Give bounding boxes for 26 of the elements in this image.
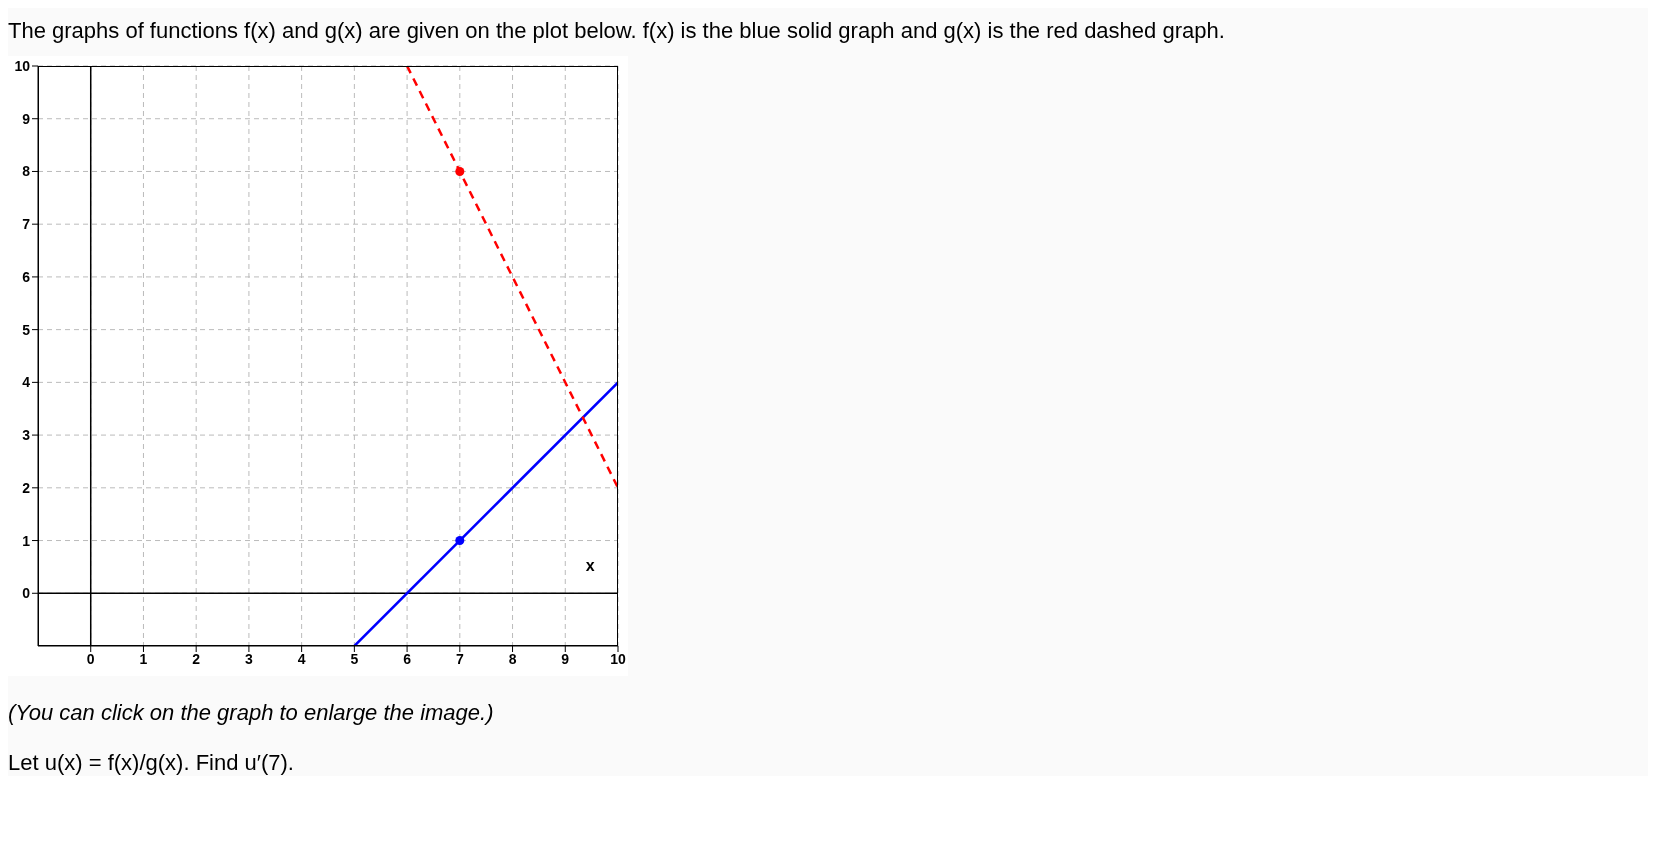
y-tick-label: 7 [22, 216, 31, 233]
y-tick-label: 8 [22, 163, 31, 180]
x-tick-label: 7 [455, 650, 464, 667]
x-tick-label: 4 [297, 650, 306, 667]
x-axis-title: x [585, 556, 595, 575]
y-tick-label: 5 [22, 321, 31, 338]
y-tick-label: 0 [22, 585, 31, 602]
y-tick-label: 3 [22, 427, 31, 444]
x-tick-label: 9 [561, 650, 570, 667]
x-tick-label: 8 [508, 650, 517, 667]
chart-title: The graphs of functions f(x) and g(x) are given on the plot below. f(x) is the blue solid graph and g(x) is the red dashed graph. [8, 18, 1226, 44]
y-tick-label: 1 [22, 532, 31, 549]
y-tick-label: 9 [22, 110, 31, 127]
text: Let u(x) = f(x)/g(x). Find u′(7). [8, 750, 295, 776]
text: (You can click on the graph to enlarge the image.) [8, 700, 495, 726]
x-tick-label: 2 [192, 650, 201, 667]
x-tick-label: 10 [610, 650, 626, 667]
x-tick-label: 0 [86, 650, 95, 667]
y-tick-label: 10 [14, 57, 31, 74]
x-tick-label: 1 [139, 650, 148, 667]
x-tick-label: 3 [245, 650, 254, 667]
x-tick-label: 6 [403, 650, 412, 667]
y-tick-label: 2 [22, 479, 31, 496]
y-tick-label: 4 [22, 374, 31, 391]
x-tick-label: 5 [350, 650, 359, 667]
y-tick-label: 6 [22, 268, 31, 285]
